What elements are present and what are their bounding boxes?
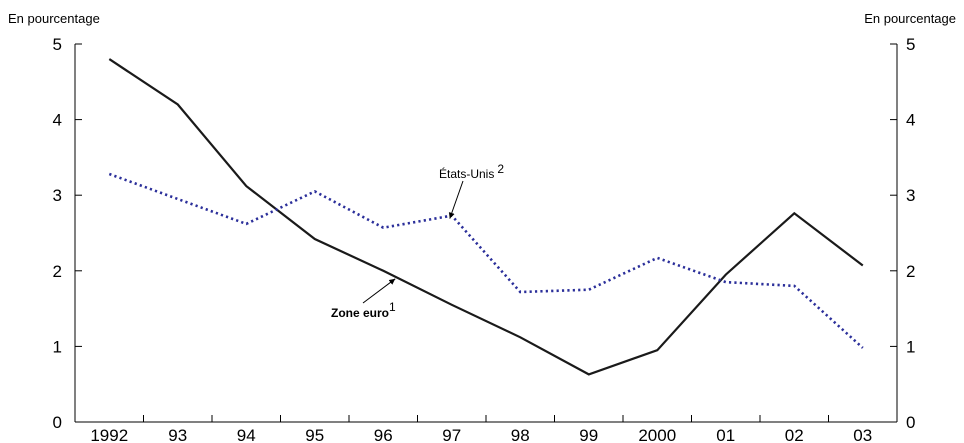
x-tick-label: 96 xyxy=(374,426,393,443)
x-tick-label: 94 xyxy=(237,426,256,443)
x-tick-label: 97 xyxy=(442,426,461,443)
x-tick-label: 02 xyxy=(785,426,804,443)
y-tick-label-right: 4 xyxy=(906,111,915,130)
y-tick-label-right: 5 xyxy=(906,35,915,54)
x-tick-label: 1992 xyxy=(90,426,128,443)
zone-euro-label: Zone euro1 xyxy=(331,300,396,320)
x-tick-label: 93 xyxy=(168,426,187,443)
etats-unis-label: États-Unis 2 xyxy=(439,162,504,181)
x-tick-label: 95 xyxy=(305,426,324,443)
y-tick-label-right: 1 xyxy=(906,337,915,356)
right-axis-unit: En pourcentage xyxy=(864,11,956,26)
y-tick-label-left: 1 xyxy=(53,337,62,356)
y-tick-label-right: 0 xyxy=(906,413,915,432)
x-tick-label: 98 xyxy=(511,426,530,443)
series-lines xyxy=(108,58,864,376)
x-tick-label: 99 xyxy=(579,426,598,443)
zone-euro-arrow xyxy=(362,278,396,304)
series-annotations: Zone euro1 États-Unis 2 xyxy=(331,162,504,320)
y-tick-label-right: 3 xyxy=(906,186,915,205)
y-tick-label-left: 2 xyxy=(53,262,62,281)
x-tick-label: 03 xyxy=(853,426,872,443)
y-tick-label-left: 0 xyxy=(53,413,62,432)
y-tick-label-left: 4 xyxy=(53,111,62,130)
x-tick-label: 2000 xyxy=(638,426,676,443)
y-tick-label-left: 5 xyxy=(53,35,62,54)
x-tick-label: 01 xyxy=(716,426,735,443)
y-tick-label-right: 2 xyxy=(906,262,915,281)
left-axis-unit: En pourcentage xyxy=(8,11,100,26)
y-tick-label-left: 3 xyxy=(53,186,62,205)
series-line-zone-euro xyxy=(108,58,864,376)
etats-unis-arrow xyxy=(448,180,464,219)
